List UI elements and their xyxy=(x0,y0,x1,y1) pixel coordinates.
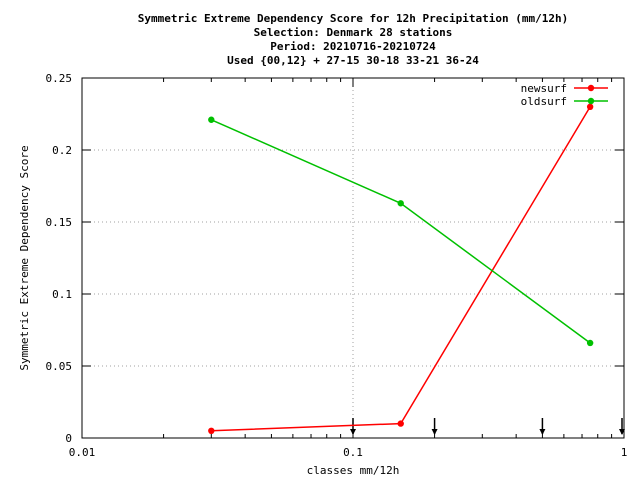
class-marker-arrow xyxy=(539,418,546,435)
series-line xyxy=(210,119,591,344)
y-tick-label: 0.25 xyxy=(46,72,73,85)
class-marker-arrow xyxy=(431,418,438,435)
x-tick-label: 0.1 xyxy=(343,446,363,459)
x-axis: 0.01 0.1 1 xyxy=(69,78,628,459)
legend-label: newsurf xyxy=(521,82,567,95)
title-line: Selection: Denmark 28 stations xyxy=(254,26,453,39)
title-line: Used {00,12} + 27-15 30-18 33-21 36-24 xyxy=(227,54,479,67)
chart-title: Symmetric Extreme Dependency Score for 1… xyxy=(138,12,568,67)
data-point xyxy=(208,427,215,434)
x-tick-label: 0.01 xyxy=(69,446,96,459)
class-marker-arrow xyxy=(350,418,356,435)
y-tick-label: 0.1 xyxy=(52,288,72,301)
data-point xyxy=(586,339,594,347)
data-point xyxy=(208,116,215,123)
x-tick-label: 1 xyxy=(621,446,628,459)
grid xyxy=(82,78,624,438)
title-line: Symmetric Extreme Dependency Score for 1… xyxy=(138,12,568,25)
y-axis-label: Symmetric Extreme Dependency Score xyxy=(18,145,31,370)
series-newsurf xyxy=(208,103,594,434)
y-axis: 0 0.05 0.1 0.15 0.2 0.25 xyxy=(46,72,624,445)
class-marker-arrow xyxy=(619,418,625,435)
data-point xyxy=(586,103,594,111)
y-tick-label: 0.15 xyxy=(46,216,73,229)
series-oldsurf xyxy=(208,116,594,347)
series xyxy=(208,103,594,434)
data-point xyxy=(397,200,404,207)
legend-marker xyxy=(587,97,595,105)
x-axis-label: classes mm/12h xyxy=(307,464,400,477)
class-markers xyxy=(350,418,625,435)
y-tick-label: 0.2 xyxy=(52,144,72,157)
data-point xyxy=(397,420,404,427)
y-tick-label: 0 xyxy=(65,432,72,445)
legend-marker xyxy=(587,84,595,92)
title-line: Period: 20210716-20210724 xyxy=(270,40,436,53)
legend-label: oldsurf xyxy=(521,95,567,108)
y-tick-label: 0.05 xyxy=(46,360,73,373)
series-line xyxy=(211,106,591,432)
